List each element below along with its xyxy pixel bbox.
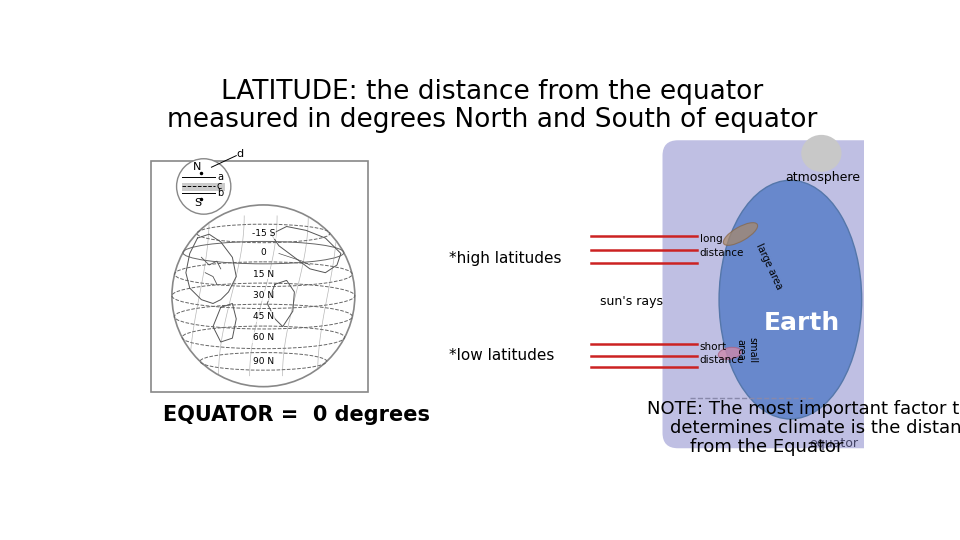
Text: atmosphere: atmosphere xyxy=(785,171,860,184)
Text: large area: large area xyxy=(754,241,784,291)
Ellipse shape xyxy=(177,159,230,214)
Text: from the Equator: from the Equator xyxy=(689,438,843,456)
Text: measured in degrees North and South of equator: measured in degrees North and South of e… xyxy=(167,107,817,133)
Text: distance: distance xyxy=(700,248,744,258)
Text: b: b xyxy=(217,187,223,198)
Text: c: c xyxy=(217,181,223,192)
Ellipse shape xyxy=(802,135,842,172)
Text: determines climate is the distance: determines climate is the distance xyxy=(670,419,960,437)
FancyBboxPatch shape xyxy=(662,140,879,448)
Text: Earth: Earth xyxy=(764,310,840,335)
Text: N: N xyxy=(193,162,202,172)
Text: *high latitudes: *high latitudes xyxy=(449,251,562,266)
Text: sun's rays: sun's rays xyxy=(601,295,663,308)
Text: short: short xyxy=(700,342,727,353)
Text: 60 N: 60 N xyxy=(252,333,274,342)
Text: 0: 0 xyxy=(260,248,266,257)
Text: EQUATOR =  0 degrees: EQUATOR = 0 degrees xyxy=(162,405,430,425)
Bar xyxy=(182,184,226,191)
Text: equator: equator xyxy=(808,437,858,450)
Bar xyxy=(151,161,368,392)
Text: 15 N: 15 N xyxy=(252,269,274,279)
Ellipse shape xyxy=(172,205,355,387)
Text: LATITUDE: the distance from the equator: LATITUDE: the distance from the equator xyxy=(221,79,763,105)
Text: 45 N: 45 N xyxy=(252,312,274,321)
Text: small
area: small area xyxy=(735,337,757,363)
Text: *low latitudes: *low latitudes xyxy=(449,348,555,363)
Text: long: long xyxy=(700,234,722,244)
Text: S: S xyxy=(194,198,201,208)
Text: 30 N: 30 N xyxy=(252,291,274,300)
Text: NOTE: The most important factor that: NOTE: The most important factor that xyxy=(647,400,960,418)
Text: distance: distance xyxy=(700,355,744,365)
Text: -15 S: -15 S xyxy=(252,229,276,238)
Ellipse shape xyxy=(719,180,862,419)
Ellipse shape xyxy=(718,347,741,360)
Text: d: d xyxy=(236,149,244,159)
Ellipse shape xyxy=(723,222,757,245)
Text: a: a xyxy=(217,172,223,182)
Text: 90 N: 90 N xyxy=(252,357,274,366)
